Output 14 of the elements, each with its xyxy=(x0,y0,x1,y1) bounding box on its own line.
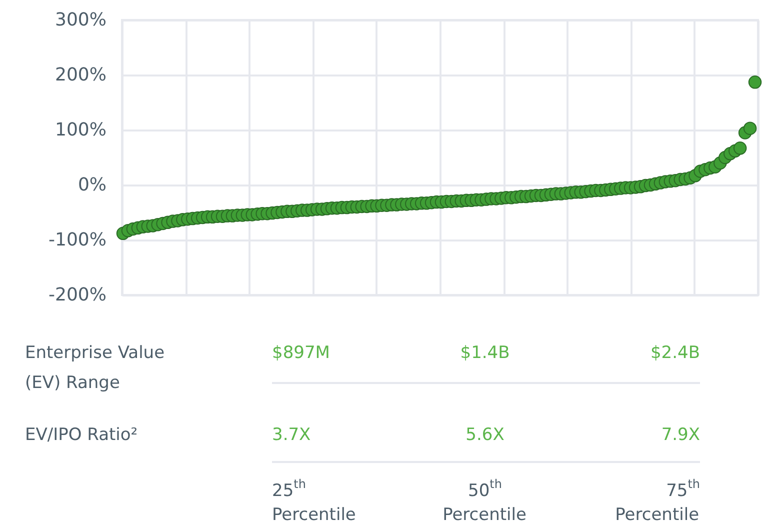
text: EV/IPO Ratio² xyxy=(25,425,138,445)
text: $897M xyxy=(272,343,330,363)
y-tick-label: 0% xyxy=(78,174,106,196)
text: Enterprise Value (EV) Range xyxy=(25,343,165,393)
text: 7.9X xyxy=(661,425,700,445)
y-tick-label: -100% xyxy=(48,230,106,250)
y-tick-label: -200% xyxy=(48,284,106,306)
text: $2.4B xyxy=(650,343,700,363)
text: 5.6X xyxy=(466,425,505,445)
text: 3.7X xyxy=(272,425,312,445)
y-tick-label: 300% xyxy=(55,10,106,30)
y-tick-label: 200% xyxy=(55,64,106,86)
y-tick-label: 100% xyxy=(55,120,106,140)
text: $1.4B xyxy=(460,343,510,363)
